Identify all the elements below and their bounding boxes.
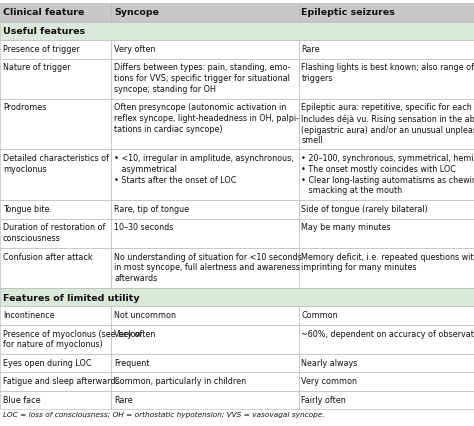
Bar xyxy=(0,59,111,99)
Bar xyxy=(299,307,474,325)
Text: Differs between types: pain, standing, emo-
tions for VVS; specific trigger for : Differs between types: pain, standing, e… xyxy=(114,63,291,94)
Text: Presence of myoclonus (see below
for nature of myoclonus): Presence of myoclonus (see below for nat… xyxy=(3,329,142,348)
Bar xyxy=(111,201,299,219)
Bar xyxy=(0,248,111,288)
Bar xyxy=(0,307,111,325)
Bar xyxy=(0,391,111,409)
Bar xyxy=(111,150,299,201)
Text: Useful features: Useful features xyxy=(3,27,85,36)
Text: Nature of trigger: Nature of trigger xyxy=(3,63,70,72)
Bar xyxy=(0,150,111,201)
Text: Not uncommon: Not uncommon xyxy=(114,311,176,320)
Text: Common, particularly in children: Common, particularly in children xyxy=(114,376,246,385)
Text: Fatigue and sleep afterwards: Fatigue and sleep afterwards xyxy=(3,376,119,385)
Bar xyxy=(111,248,299,288)
Text: • 20–100, synchronous, symmetrical, hemilateral
• The onset mostly coincides wit: • 20–100, synchronous, symmetrical, hemi… xyxy=(301,154,474,195)
Bar xyxy=(111,4,299,23)
Bar xyxy=(0,23,474,41)
Text: Tongue bite: Tongue bite xyxy=(3,204,49,213)
Text: Side of tongue (rarely bilateral): Side of tongue (rarely bilateral) xyxy=(301,204,428,213)
Text: Very common: Very common xyxy=(301,376,357,385)
Text: No understanding of situation for <10 seconds
in most syncope, full alertness an: No understanding of situation for <10 se… xyxy=(114,252,302,282)
Text: Duration of restoration of
consciousness: Duration of restoration of consciousness xyxy=(3,223,105,243)
Bar xyxy=(0,372,111,391)
Bar xyxy=(299,41,474,59)
Text: LOC = loss of consciousness; OH = orthostatic hypotension; VVS = vasovagal synco: LOC = loss of consciousness; OH = orthos… xyxy=(3,411,325,417)
Bar xyxy=(111,325,299,354)
Text: Rare, tip of tongue: Rare, tip of tongue xyxy=(114,204,189,213)
Text: Frequent: Frequent xyxy=(114,358,150,367)
Bar xyxy=(0,201,111,219)
Bar xyxy=(0,41,111,59)
Text: Incontinence: Incontinence xyxy=(3,311,55,320)
Bar xyxy=(299,219,474,248)
Bar xyxy=(111,99,299,150)
Text: Common: Common xyxy=(301,311,338,320)
Text: Rare: Rare xyxy=(114,395,133,404)
Bar xyxy=(299,4,474,23)
Bar xyxy=(0,325,111,354)
Text: Syncope: Syncope xyxy=(114,8,159,17)
Text: Features of limited utility: Features of limited utility xyxy=(3,293,139,302)
Bar xyxy=(0,4,111,23)
Text: Detailed characteristics of
myoclonus: Detailed characteristics of myoclonus xyxy=(3,154,109,173)
Bar xyxy=(111,219,299,248)
Text: Epileptic seizures: Epileptic seizures xyxy=(301,8,395,17)
Text: Rare: Rare xyxy=(301,45,320,54)
Bar xyxy=(299,150,474,201)
Text: • <10, irregular in amplitude, asynchronous,
   asymmetrical
• Starts after the : • <10, irregular in amplitude, asynchron… xyxy=(114,154,294,184)
Bar xyxy=(299,99,474,150)
Text: Eyes open during LOC: Eyes open during LOC xyxy=(3,358,91,367)
Text: Presence of trigger: Presence of trigger xyxy=(3,45,80,54)
Text: Clinical feature: Clinical feature xyxy=(3,8,84,17)
Bar xyxy=(299,354,474,372)
Text: Flashing lights is best known; also range of rare
triggers: Flashing lights is best known; also rang… xyxy=(301,63,474,83)
Text: Fairly often: Fairly often xyxy=(301,395,346,404)
Bar xyxy=(299,325,474,354)
Bar xyxy=(0,219,111,248)
Bar xyxy=(111,372,299,391)
Bar xyxy=(0,99,111,150)
Text: May be many minutes: May be many minutes xyxy=(301,223,391,232)
Bar xyxy=(299,372,474,391)
Bar xyxy=(299,391,474,409)
Text: Nearly always: Nearly always xyxy=(301,358,358,367)
Text: Memory deficit, i.e. repeated questions without
imprinting for many minutes: Memory deficit, i.e. repeated questions … xyxy=(301,252,474,272)
Text: Very often: Very often xyxy=(114,329,155,338)
Bar xyxy=(111,354,299,372)
Bar xyxy=(0,288,474,307)
Text: 10–30 seconds: 10–30 seconds xyxy=(114,223,173,232)
Text: Blue face: Blue face xyxy=(3,395,40,404)
Text: ~60%, dependent on accuracy of observation: ~60%, dependent on accuracy of observati… xyxy=(301,329,474,338)
Text: Confusion after attack: Confusion after attack xyxy=(3,252,92,261)
Bar xyxy=(111,391,299,409)
Bar xyxy=(111,41,299,59)
Text: Very often: Very often xyxy=(114,45,155,54)
Text: Epileptic aura: repetitive, specific for each patient.
Includes déjà vu. Rising : Epileptic aura: repetitive, specific for… xyxy=(301,103,474,145)
Bar xyxy=(299,201,474,219)
Text: Prodromes: Prodromes xyxy=(3,103,46,112)
Bar xyxy=(299,248,474,288)
Bar xyxy=(111,307,299,325)
Text: Often presyncope (autonomic activation in
reflex syncope, light-headedness in OH: Often presyncope (autonomic activation i… xyxy=(114,103,299,134)
Bar xyxy=(299,59,474,99)
Bar xyxy=(0,354,111,372)
Bar xyxy=(111,59,299,99)
